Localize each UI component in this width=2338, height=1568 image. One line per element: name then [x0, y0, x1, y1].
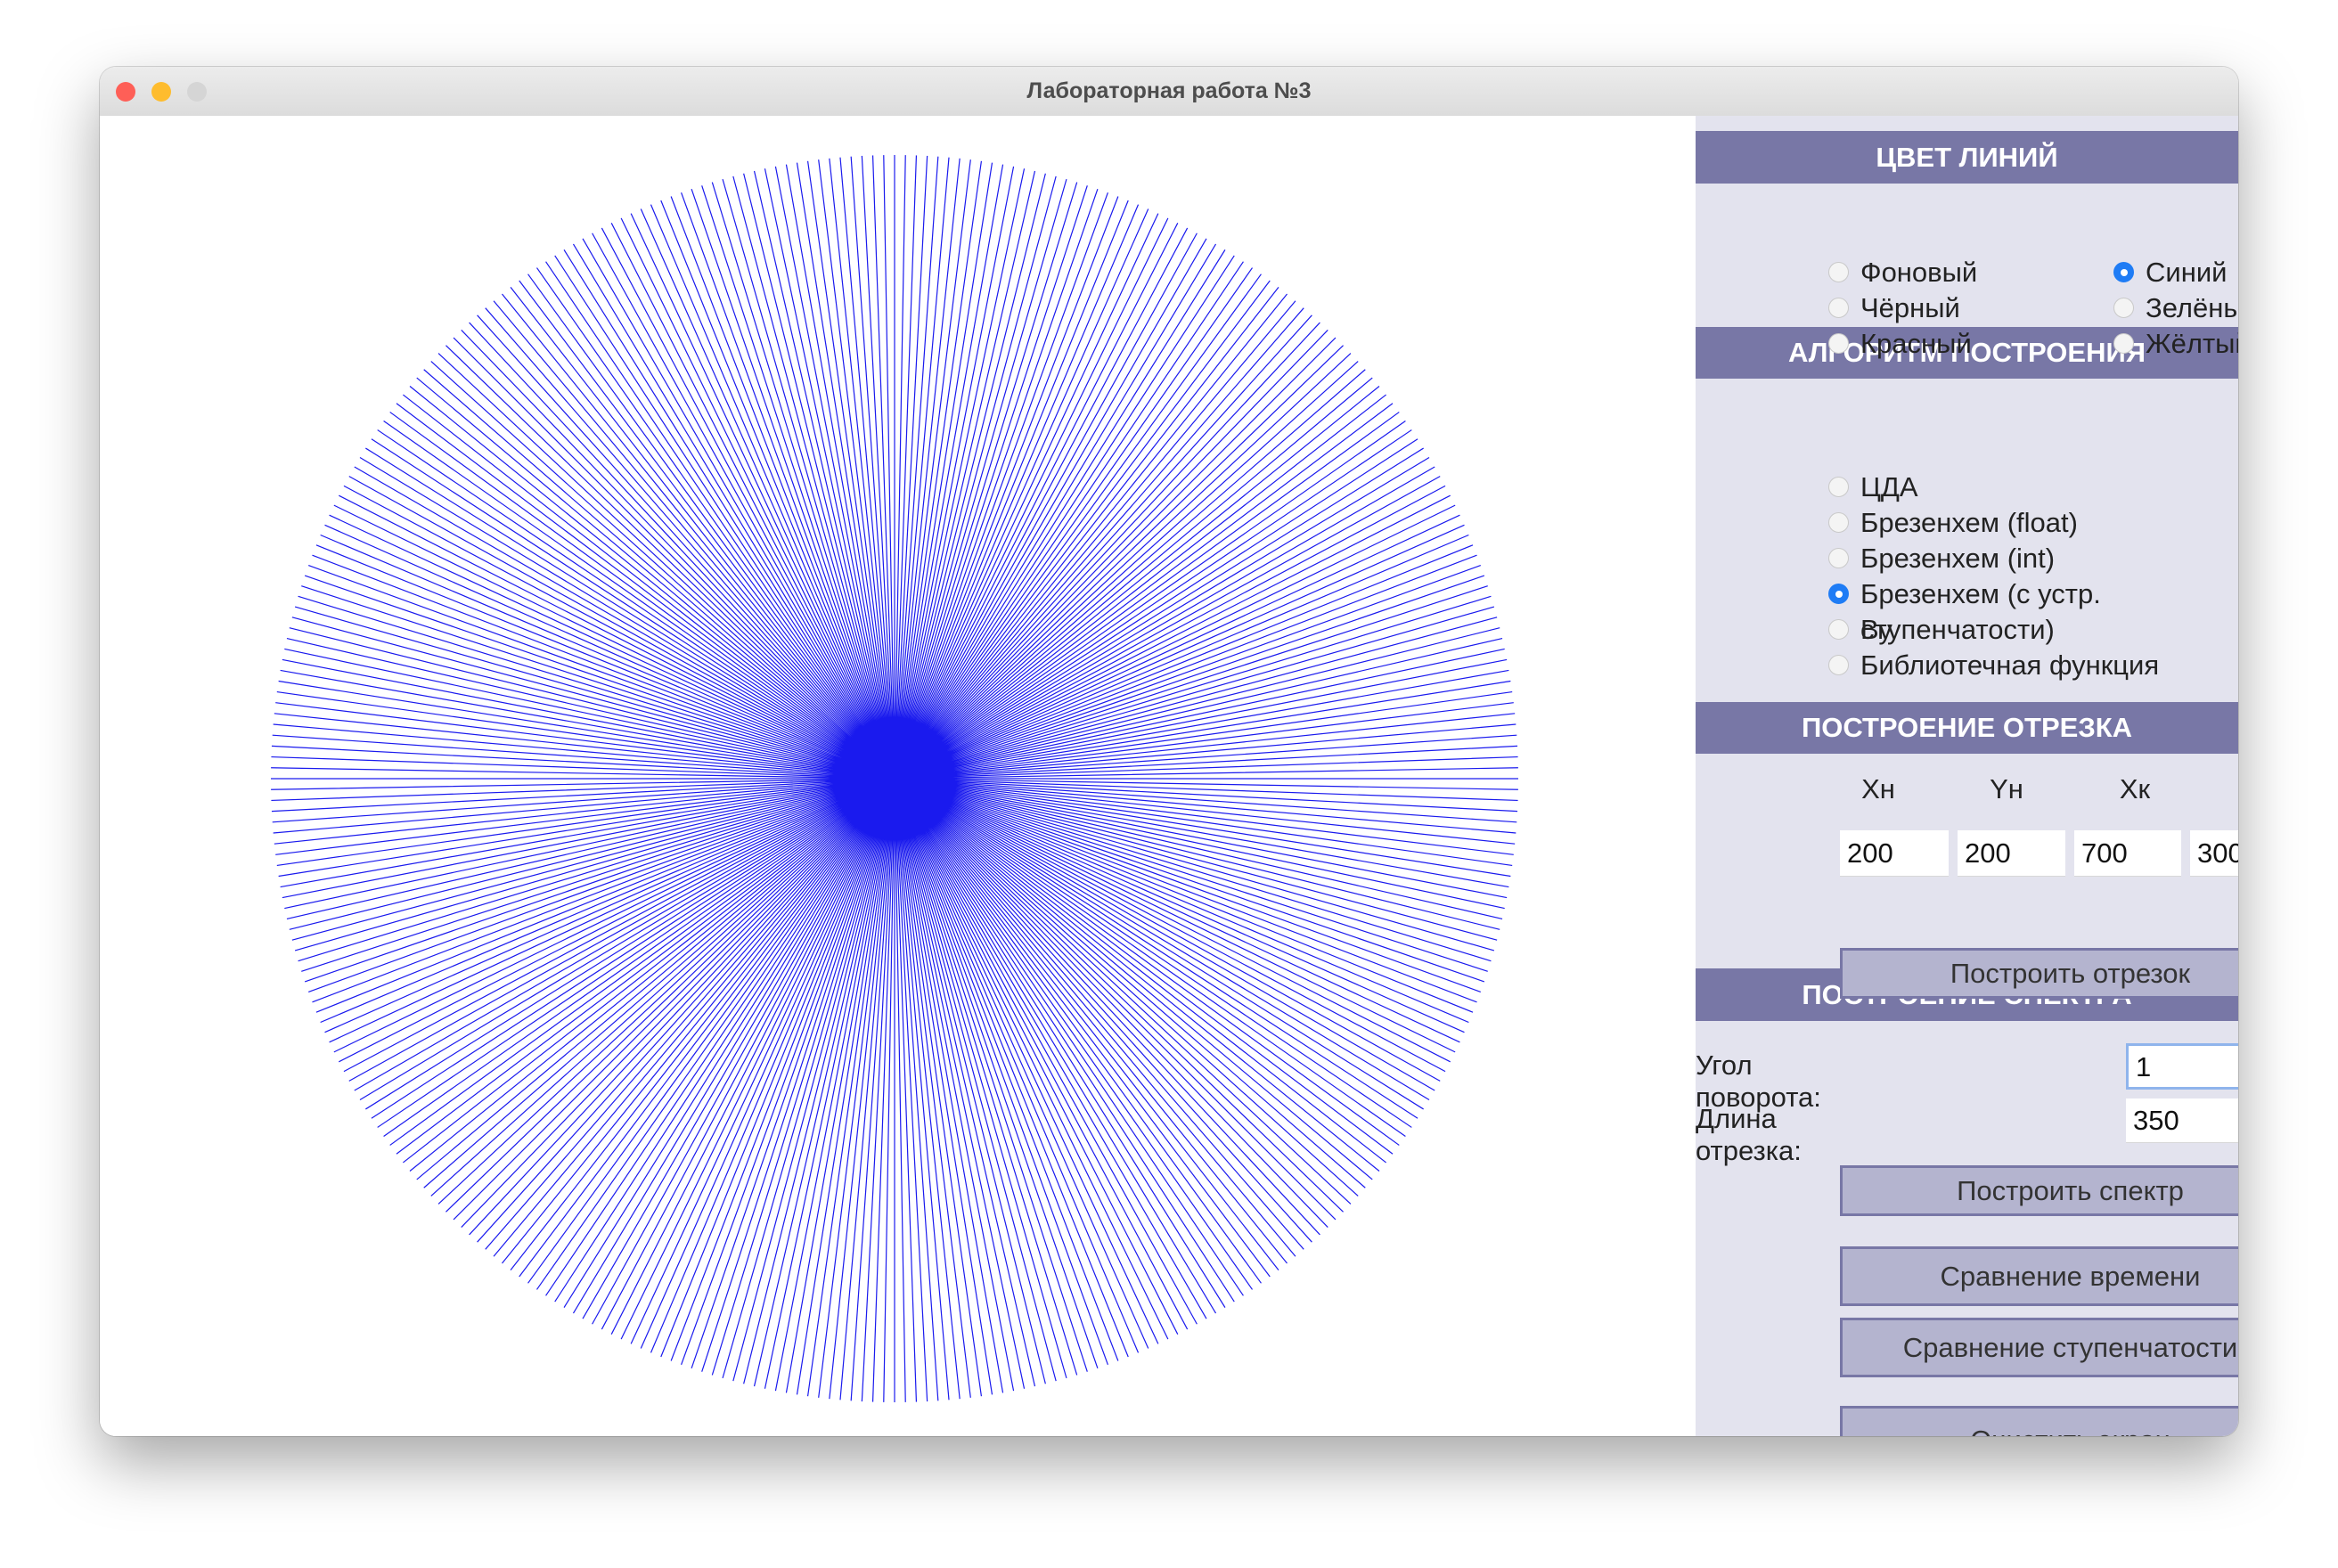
length-label: Длина отрезка: [1696, 1103, 1802, 1166]
radio-button[interactable] [1828, 548, 1849, 568]
radio-label: Библиотечная функция [1860, 649, 2160, 681]
coordinate-input[interactable]: 200 [1840, 830, 1949, 877]
spectrum [271, 155, 1518, 1402]
angle-label: Угол поворота: [1696, 1049, 1821, 1113]
radio-option[interactable]: Чёрный [1828, 290, 1960, 326]
draw-segment-button[interactable]: Построить отрезок [1840, 948, 2238, 999]
radio-label: Чёрный [1860, 292, 1960, 323]
radio-option[interactable]: Ву [1828, 612, 1892, 648]
radio-option[interactable]: Брезенхем (с устр. ступенчатости) [1828, 576, 2238, 648]
radio-option[interactable]: Жёлтый [2113, 326, 2238, 362]
radio-button[interactable] [1828, 619, 1849, 640]
radio-label: Красный [1860, 328, 1972, 359]
radio-label: Жёлтый [2146, 328, 2238, 359]
radio-button[interactable] [1828, 298, 1849, 318]
radio-option[interactable]: Брезенхем (int) [1828, 541, 2056, 576]
radio-option[interactable]: Библиотечная функция [1828, 648, 2160, 683]
length-input[interactable]: 350 [2126, 1098, 2238, 1143]
radio-button[interactable] [1828, 477, 1849, 497]
title-bar: Лабораторная работа №3 [100, 67, 2238, 117]
radio-button[interactable] [1828, 333, 1849, 354]
radio-button[interactable] [2113, 333, 2134, 354]
radio-button[interactable] [2113, 262, 2134, 282]
coordinate-input[interactable]: 300 [2190, 830, 2238, 877]
close-button[interactable] [116, 82, 135, 102]
section-header: ЦВЕТ ЛИНИЙ [1696, 131, 2238, 184]
draw-spectrum-button[interactable]: Построить спектр [1840, 1165, 2238, 1216]
radio-label: ЦДА [1860, 471, 1918, 502]
radio-label: Ву [1860, 614, 1892, 645]
action-button[interactable]: Очистить экран [1840, 1406, 2238, 1436]
action-button[interactable]: Сравнение ступенчатости [1840, 1318, 2238, 1377]
coordinate-label: Yк [2228, 773, 2238, 805]
radio-option[interactable]: Красный [1828, 326, 1972, 362]
radio-option[interactable]: Фоновый [1828, 255, 1978, 290]
zoom-button[interactable] [187, 82, 207, 102]
radio-option[interactable]: ЦДА [1828, 470, 1918, 505]
radio-option[interactable]: Синий [2113, 255, 2228, 290]
radio-label: Фоновый [1860, 257, 1978, 288]
radio-label: Брезенхем (float) [1860, 507, 2078, 538]
drawing-canvas[interactable] [100, 116, 1696, 1436]
action-button[interactable]: Сравнение времени [1840, 1246, 2238, 1306]
control-panel: ЦВЕТ ЛИНИЙ АЛГОРИТМ ПОСТРОЕНИЯ ПОСТРОЕНИ… [1696, 116, 2238, 1436]
window: Лабораторная работа №3 ЦВЕТ ЛИНИЙ АЛГОРИ… [100, 67, 2238, 1436]
radio-button[interactable] [2113, 298, 2134, 318]
radio-label: Брезенхем (с устр. ступенчатости) [1860, 578, 2101, 645]
angle-input[interactable]: 1 [2126, 1043, 2238, 1090]
radio-label: Синий [2146, 257, 2228, 288]
radio-button[interactable] [1828, 655, 1849, 675]
coordinate-input[interactable]: 700 [2074, 830, 2181, 877]
window-title: Лабораторная работа №3 [1026, 78, 1312, 103]
radio-button[interactable] [1828, 512, 1849, 533]
section-header: ПОСТРОЕНИЕ ОТРЕЗКА [1696, 702, 2238, 754]
radio-label: Зелёный [2146, 292, 2238, 323]
radio-button[interactable] [1828, 262, 1849, 282]
section-header: АЛГОРИТМ ПОСТРОЕНИЯ [1696, 327, 2238, 379]
coordinate-label: Xк [2119, 773, 2151, 804]
radio-button[interactable] [1828, 584, 1849, 604]
coordinate-label: Yн [1990, 773, 2023, 804]
coordinate-label: Xн [1861, 773, 1895, 804]
coordinate-input[interactable]: 200 [1958, 830, 2065, 877]
radio-option[interactable]: Зелёный [2113, 290, 2238, 326]
radio-label: Брезенхем (int) [1860, 543, 2056, 574]
spectrum-lines [271, 155, 1518, 1402]
minimize-button[interactable] [151, 82, 171, 102]
radio-option[interactable]: Брезенхем (float) [1828, 505, 2078, 541]
